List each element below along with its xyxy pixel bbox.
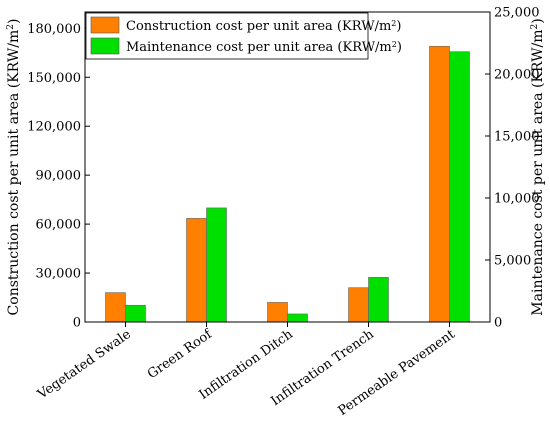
right-tick-label: 15,000 <box>494 130 540 145</box>
left-axis: 0 30,000 60,000 90,000 120,000 150,000 180,000 <box>27 22 90 331</box>
left-tick-label: 90,000 <box>36 169 82 184</box>
right-axis-label-superscript: 2 <box>530 24 540 30</box>
bar-maintenance-infiltration-trench <box>368 277 389 323</box>
right-tick-label: 5,000 <box>494 254 531 269</box>
left-tick-label: 150,000 <box>27 71 81 86</box>
bar-maintenance-infiltration-ditch <box>287 313 308 323</box>
left-tick-label: 180,000 <box>27 22 81 37</box>
left-axis-label: Construction cost per unit area (KRW/m2) <box>6 19 22 316</box>
right-axis-label-main: Maintenance cost per unit area (KRW/m <box>530 29 546 315</box>
left-tick-label: 120,000 <box>27 120 81 135</box>
bar-construction-permeable-pavement <box>429 45 450 323</box>
bar-maintenance-vegetated-swale <box>125 304 146 323</box>
legend-box <box>85 12 369 60</box>
x-tick-label: Green Roof <box>145 326 216 382</box>
legend-label-construction-tail: ) <box>396 19 401 34</box>
legend-label-construction: Construction cost per unit area (KRW/m2) <box>126 19 401 35</box>
bar-construction-green-roof <box>186 218 207 323</box>
legend-label-maintenance: Maintenance cost per unit area (KRW/m2) <box>126 40 402 56</box>
left-axis-label-tail: ) <box>6 19 22 24</box>
left-axis-label-main: Construction cost per unit area (KRW/m <box>6 30 22 316</box>
right-tick-label: 10,000 <box>494 192 540 207</box>
legend-swatch-maintenance <box>90 37 120 55</box>
bar-construction-infiltration-ditch <box>267 302 288 323</box>
legend-label-maintenance-main: Maintenance cost per unit area (KRW/m <box>126 40 392 55</box>
legend-label-construction-superscript: 2 <box>391 19 396 28</box>
bars-group <box>105 45 470 323</box>
right-axis-label-tail: ) <box>530 18 546 23</box>
bar-construction-vegetated-swale <box>105 292 126 323</box>
right-axis: 0 5,000 10,000 15,000 20,000 25,000 <box>485 6 540 331</box>
legend-label-maintenance-tail: ) <box>397 40 402 55</box>
left-tick-label: 60,000 <box>36 218 82 233</box>
right-tick-label: 25,000 <box>494 6 540 21</box>
x-tick-label: Vegetated Swale <box>34 327 134 403</box>
left-axis-label-superscript: 2 <box>6 24 16 30</box>
legend: Construction cost per unit area (KRW/m2)… <box>85 12 402 60</box>
legend-swatch-construction <box>90 16 120 34</box>
right-tick-label: 20,000 <box>494 68 540 83</box>
bar-maintenance-green-roof <box>206 207 227 323</box>
bar-construction-infiltration-trench <box>348 287 369 323</box>
right-tick-label: 0 <box>494 316 502 331</box>
left-tick-label: 0 <box>73 316 81 331</box>
bar-maintenance-permeable-pavement <box>449 51 470 323</box>
right-axis-label: Maintenance cost per unit area (KRW/m2) <box>530 18 546 315</box>
legend-label-maintenance-superscript: 2 <box>392 40 397 49</box>
left-tick-label: 30,000 <box>36 267 82 282</box>
legend-label-construction-main: Construction cost per unit area (KRW/m <box>126 19 391 34</box>
